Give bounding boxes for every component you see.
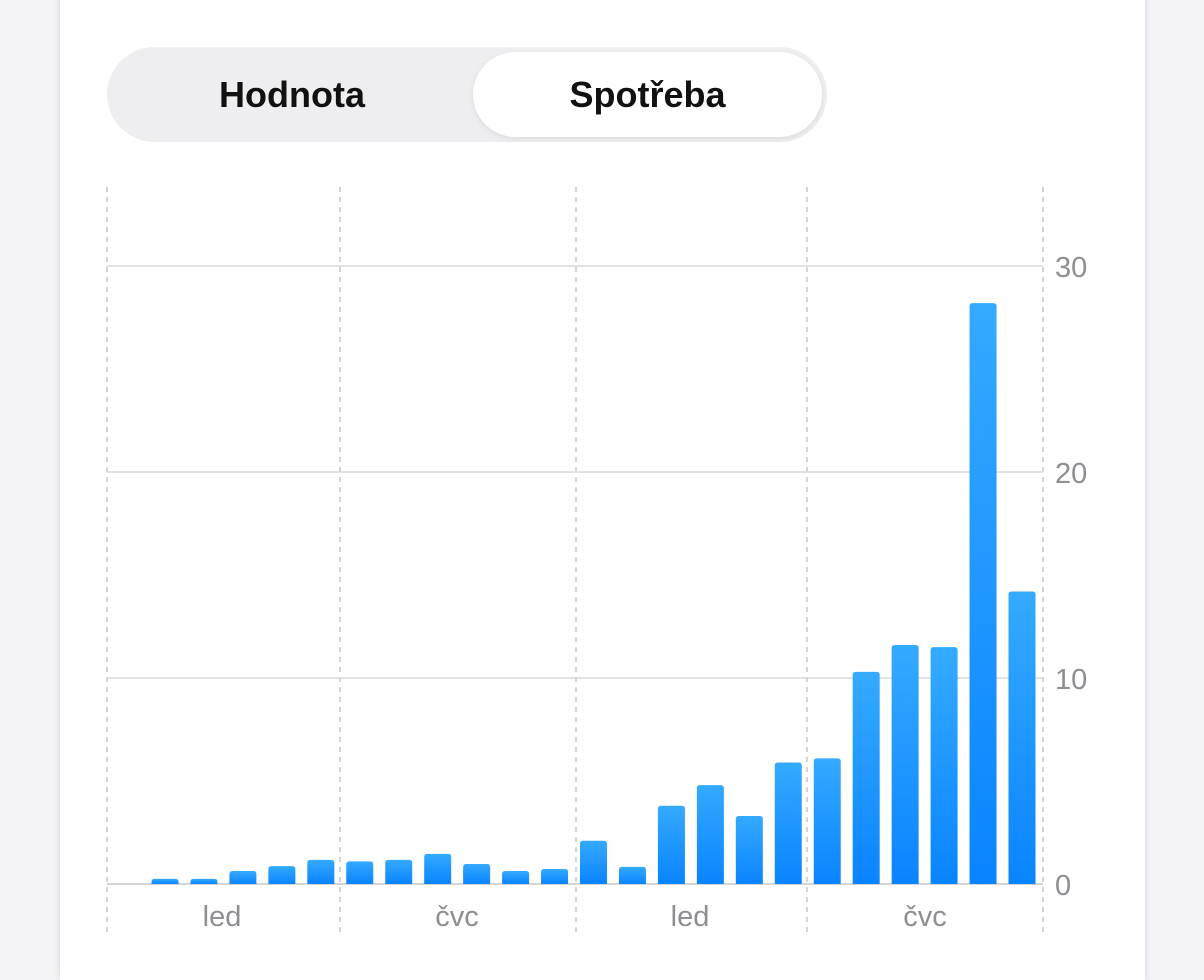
bar <box>891 645 919 884</box>
bar <box>657 805 685 884</box>
bar <box>618 866 646 884</box>
bar <box>385 859 413 884</box>
bar <box>151 878 179 884</box>
bar <box>852 671 880 884</box>
bar <box>502 871 530 884</box>
bar <box>735 816 763 884</box>
y-tick-label: 20 <box>1055 458 1087 490</box>
x-tick-label: led <box>671 901 710 933</box>
chart-card <box>60 0 1145 980</box>
bar <box>424 853 452 884</box>
bar <box>229 871 257 884</box>
x-tick-label: čvc <box>435 901 479 933</box>
bar <box>463 864 491 884</box>
x-tick-label: čvc <box>903 901 947 933</box>
segmented-control: Hodnota Spotřeba <box>107 47 827 142</box>
segment-spotreba[interactable]: Spotřeba <box>473 52 822 137</box>
bar <box>346 861 374 884</box>
bar <box>1008 591 1036 884</box>
segment-hodnota[interactable]: Hodnota <box>219 73 365 115</box>
y-tick-label: 0 <box>1055 870 1071 902</box>
bar <box>930 647 958 884</box>
bar <box>696 785 724 884</box>
bar <box>307 859 335 884</box>
bar <box>190 878 218 884</box>
x-tick-label: led <box>203 901 242 933</box>
bar <box>580 840 607 884</box>
y-tick-label: 30 <box>1055 252 1087 284</box>
bar <box>541 868 569 884</box>
bar-chart: 0 10 20 30 led čvc led čvc <box>106 187 1087 935</box>
bar <box>774 762 802 884</box>
bar <box>268 866 296 884</box>
bar <box>969 303 997 885</box>
bar <box>813 758 841 884</box>
y-tick-label: 10 <box>1055 664 1087 696</box>
